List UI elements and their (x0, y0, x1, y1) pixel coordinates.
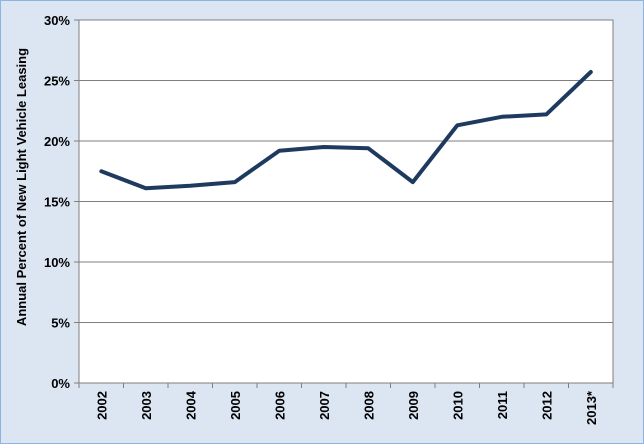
y-tick-label: 30% (44, 13, 70, 28)
x-tick-label: 2008 (361, 391, 376, 420)
y-tick-label: 15% (44, 195, 70, 210)
y-axis-title: Annual Percent of New Light Vehicle Leas… (14, 48, 29, 326)
x-tick-label: 2002 (94, 391, 109, 420)
x-tick-label: 2009 (406, 391, 421, 420)
gridlines (79, 80, 613, 323)
x-tick-label: 2013* (584, 390, 599, 425)
series-line (99, 70, 593, 191)
x-tick-label: 2004 (183, 390, 198, 420)
x-tick-label: 2006 (272, 391, 287, 420)
y-tick-label: 5% (51, 316, 70, 331)
x-axis-ticks: 2002 2003 2004 2005 2006 2007 2008 2009 2010 2011… (78, 383, 614, 425)
y-tick-label: 25% (44, 74, 70, 89)
x-tick-label: 2003 (139, 391, 154, 420)
x-tick-label: 2005 (228, 391, 243, 420)
x-tick-label: 2011 (495, 391, 510, 419)
y-tick-label: 0% (51, 376, 70, 391)
series-layer (99, 70, 593, 191)
x-tick-label: 2010 (450, 391, 465, 420)
x-tick-label: 2012 (539, 391, 554, 420)
y-tick-label: 20% (44, 134, 70, 149)
y-tick-label: 10% (44, 255, 70, 270)
x-tick-label: 2007 (317, 391, 332, 420)
y-axis-ticks: 0% 5% 10% 15% 20% 25% 30% (44, 13, 79, 391)
